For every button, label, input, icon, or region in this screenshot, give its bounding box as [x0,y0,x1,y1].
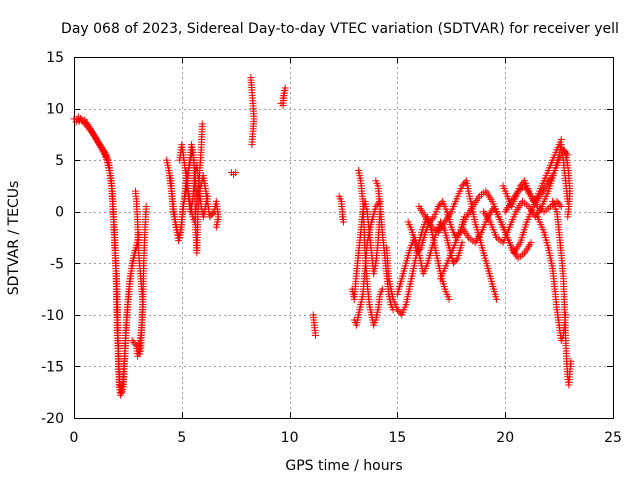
data-point [393,306,401,314]
data-point [413,249,421,257]
data-point [232,169,240,177]
data-point [436,201,444,209]
data-points [70,74,575,399]
data-point [395,307,403,315]
y-axis-title: SDTVAR / TECUs [6,181,22,296]
data-point [449,259,457,267]
y-tick-label: 10 [46,102,64,118]
grid [74,57,613,418]
y-tick-label: 0 [55,205,64,221]
x-tick-label: 25 [604,430,622,446]
data-point [378,285,386,293]
data-point [567,357,575,365]
data-point [338,213,346,221]
data-point [207,211,215,219]
data-point [434,203,442,211]
x-axis-title: GPS time / hours [285,458,402,474]
data-point [451,258,459,266]
data-point [131,187,139,195]
x-tick-label: 5 [177,430,186,446]
data-point [460,180,468,188]
y-tick-label: -15 [41,359,64,375]
data-point [136,347,144,355]
y-tick-label: -5 [50,256,64,272]
data-point [248,141,256,149]
data-point [198,120,206,128]
data-point [554,199,562,207]
data-point [136,350,144,358]
plot-frame [74,57,614,419]
data-point [414,247,422,255]
chart-title: Day 068 of 2023, Sidereal Day-to-day VTE… [61,21,619,37]
data-point [429,215,437,223]
y-tick-label: -10 [41,308,64,324]
data-point [212,223,220,231]
y-tick-label: 15 [46,50,64,66]
data-point [518,180,526,188]
data-point [142,203,150,211]
data-point [452,256,460,264]
y-tick-label: -20 [41,411,64,427]
data-point [564,213,572,221]
x-tick-label: 10 [281,430,299,446]
x-tick-label: 0 [70,430,79,446]
data-point [527,239,535,247]
data-point [279,94,287,102]
data-point [458,239,466,247]
data-point [209,209,217,217]
x-tick-label: 20 [496,430,514,446]
data-point [556,201,564,209]
data-point [72,118,80,126]
data-point [416,246,424,254]
data-point [128,337,136,345]
data-point [78,117,86,125]
x-tick-label: 15 [388,430,406,446]
data-point [557,203,565,211]
data-point [311,331,319,339]
data-point [493,295,501,303]
data-point [130,338,138,346]
data-point [206,213,214,221]
data-point [375,199,383,207]
data-point [122,321,130,329]
data-point [445,295,453,303]
data-point [75,117,83,125]
axis-ticks: 0 5 10 15 20 25 -20 -15 -10 -5 0 5 10 15 [41,50,622,446]
data-point [557,136,565,144]
y-tick-label: 5 [55,153,64,169]
